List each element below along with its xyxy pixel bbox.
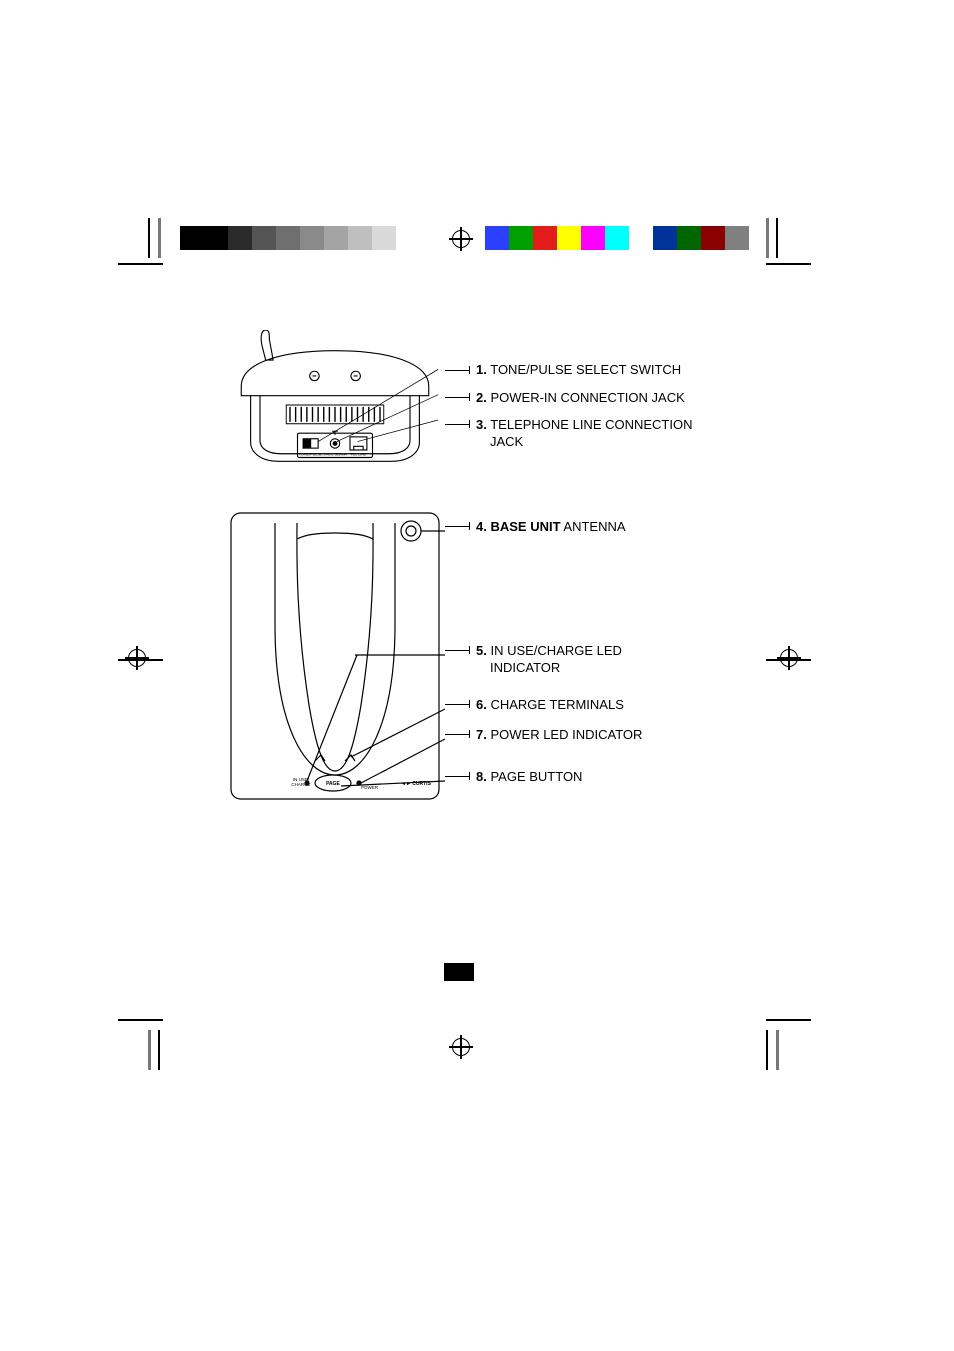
callout-leader [445,650,469,651]
diagram-column: TONE/PULSE 9VDC 300mA TEL LINE [225,330,465,810]
color-swatch [485,226,509,250]
color-swatch [653,226,677,250]
callout-7: 7. POWER LED INDICATOR [476,727,642,744]
callout-tick [469,700,470,708]
crop-mark [766,1019,811,1021]
color-swatch [557,226,581,250]
callout-text: INDICATOR [490,660,560,675]
crop-mark [776,1030,779,1070]
brand-label: ◄► CURTIS [401,781,432,787]
color-swatch [629,226,653,250]
gray-swatch [372,226,396,250]
callout-text: POWER-IN CONNECTION JACK [490,390,684,405]
callout-num: 1. [476,362,487,377]
tone-pulse-label: TONE/PULSE [299,453,323,457]
crop-mark [766,218,769,258]
color-swatch [677,226,701,250]
crop-mark [118,263,163,265]
crop-mark [158,1030,160,1070]
page-label: PAGE [326,781,340,787]
callout-text: IN USE/CHARGE LED [490,643,621,658]
tel-line-label: TEL LINE [350,453,367,457]
callout-text: ANTENNA [561,519,626,534]
callout-tick [469,420,470,428]
dc-label: 9VDC 300mA [324,453,347,457]
callout-num: 4. [476,519,487,534]
callout-num: 7. [476,727,487,742]
callout-leader [445,734,469,735]
callout-leader [445,397,469,398]
crop-mark [766,1030,768,1070]
callout-num: 8. [476,769,487,784]
callout-leader [445,526,469,527]
callout-5: 5. IN USE/CHARGE LED INDICATOR [476,643,622,677]
callout-text: PAGE BUTTON [490,769,582,784]
crop-mark [148,1030,151,1070]
charge-label: CHARGE [291,782,310,787]
callout-text: POWER LED INDICATOR [490,727,642,742]
callout-text: TONE/PULSE SELECT SWITCH [490,362,681,377]
callout-text-bold: BASE UNIT [490,519,560,534]
callout-2: 2. POWER-IN CONNECTION JACK [476,390,685,407]
callout-num: 2. [476,390,487,405]
base-rear-diagram: TONE/PULSE 9VDC 300mA TEL LINE [225,330,445,480]
gray-swatch [348,226,372,250]
callout-text: JACK [490,434,523,449]
registration-mark-icon [780,649,798,667]
crop-mark [158,218,161,258]
color-swatch [605,226,629,250]
gray-swatch [324,226,348,250]
callout-tick [469,522,470,530]
crop-mark [766,263,811,265]
registration-mark-icon [452,230,470,248]
gray-swatch [252,226,276,250]
document-page: TONE/PULSE 9VDC 300mA TEL LINE [0,0,954,1351]
callout-text: TELEPHONE LINE CONNECTION [490,417,692,432]
crop-mark [148,218,150,258]
callout-num: 6. [476,697,487,712]
registration-mark-icon [452,1038,470,1056]
callout-num: 5. [476,643,487,658]
color-swatch [725,226,749,250]
registration-mark-icon [128,649,146,667]
gray-swatch [276,226,300,250]
callout-tick [469,646,470,654]
gray-swatch [396,226,420,250]
callout-tick [469,772,470,780]
callout-tick [469,393,470,401]
color-swatch [509,226,533,250]
base-front-diagram: IN USE/ CHARGE PAGE POWER ◄► CURTIS [225,505,445,805]
callout-tick [469,730,470,738]
gray-swatch [204,226,228,250]
callout-tick [469,366,470,374]
callout-8: 8. PAGE BUTTON [476,769,582,786]
page-number-block [444,963,474,981]
gray-swatch [228,226,252,250]
callout-num: 3. [476,417,487,432]
callout-leader [445,424,469,425]
callout-leader [445,776,469,777]
gray-swatch [300,226,324,250]
callout-6: 6. CHARGE TERMINALS [476,697,624,714]
crop-mark [118,1019,163,1021]
color-swatch [581,226,605,250]
callout-4: 4. BASE UNIT ANTENNA [476,519,626,536]
callout-leader [445,704,469,705]
power-label: POWER [361,785,379,790]
callout-text: CHARGE TERMINALS [490,697,623,712]
crop-mark [776,218,778,258]
color-swatch [533,226,557,250]
callout-leader [445,370,469,371]
callout-1: 1. TONE/PULSE SELECT SWITCH [476,362,681,379]
callout-3: 3. TELEPHONE LINE CONNECTION JACK [476,417,726,451]
grayscale-bar [180,226,420,250]
color-bar [485,226,749,250]
color-swatch [701,226,725,250]
gray-swatch [180,226,204,250]
